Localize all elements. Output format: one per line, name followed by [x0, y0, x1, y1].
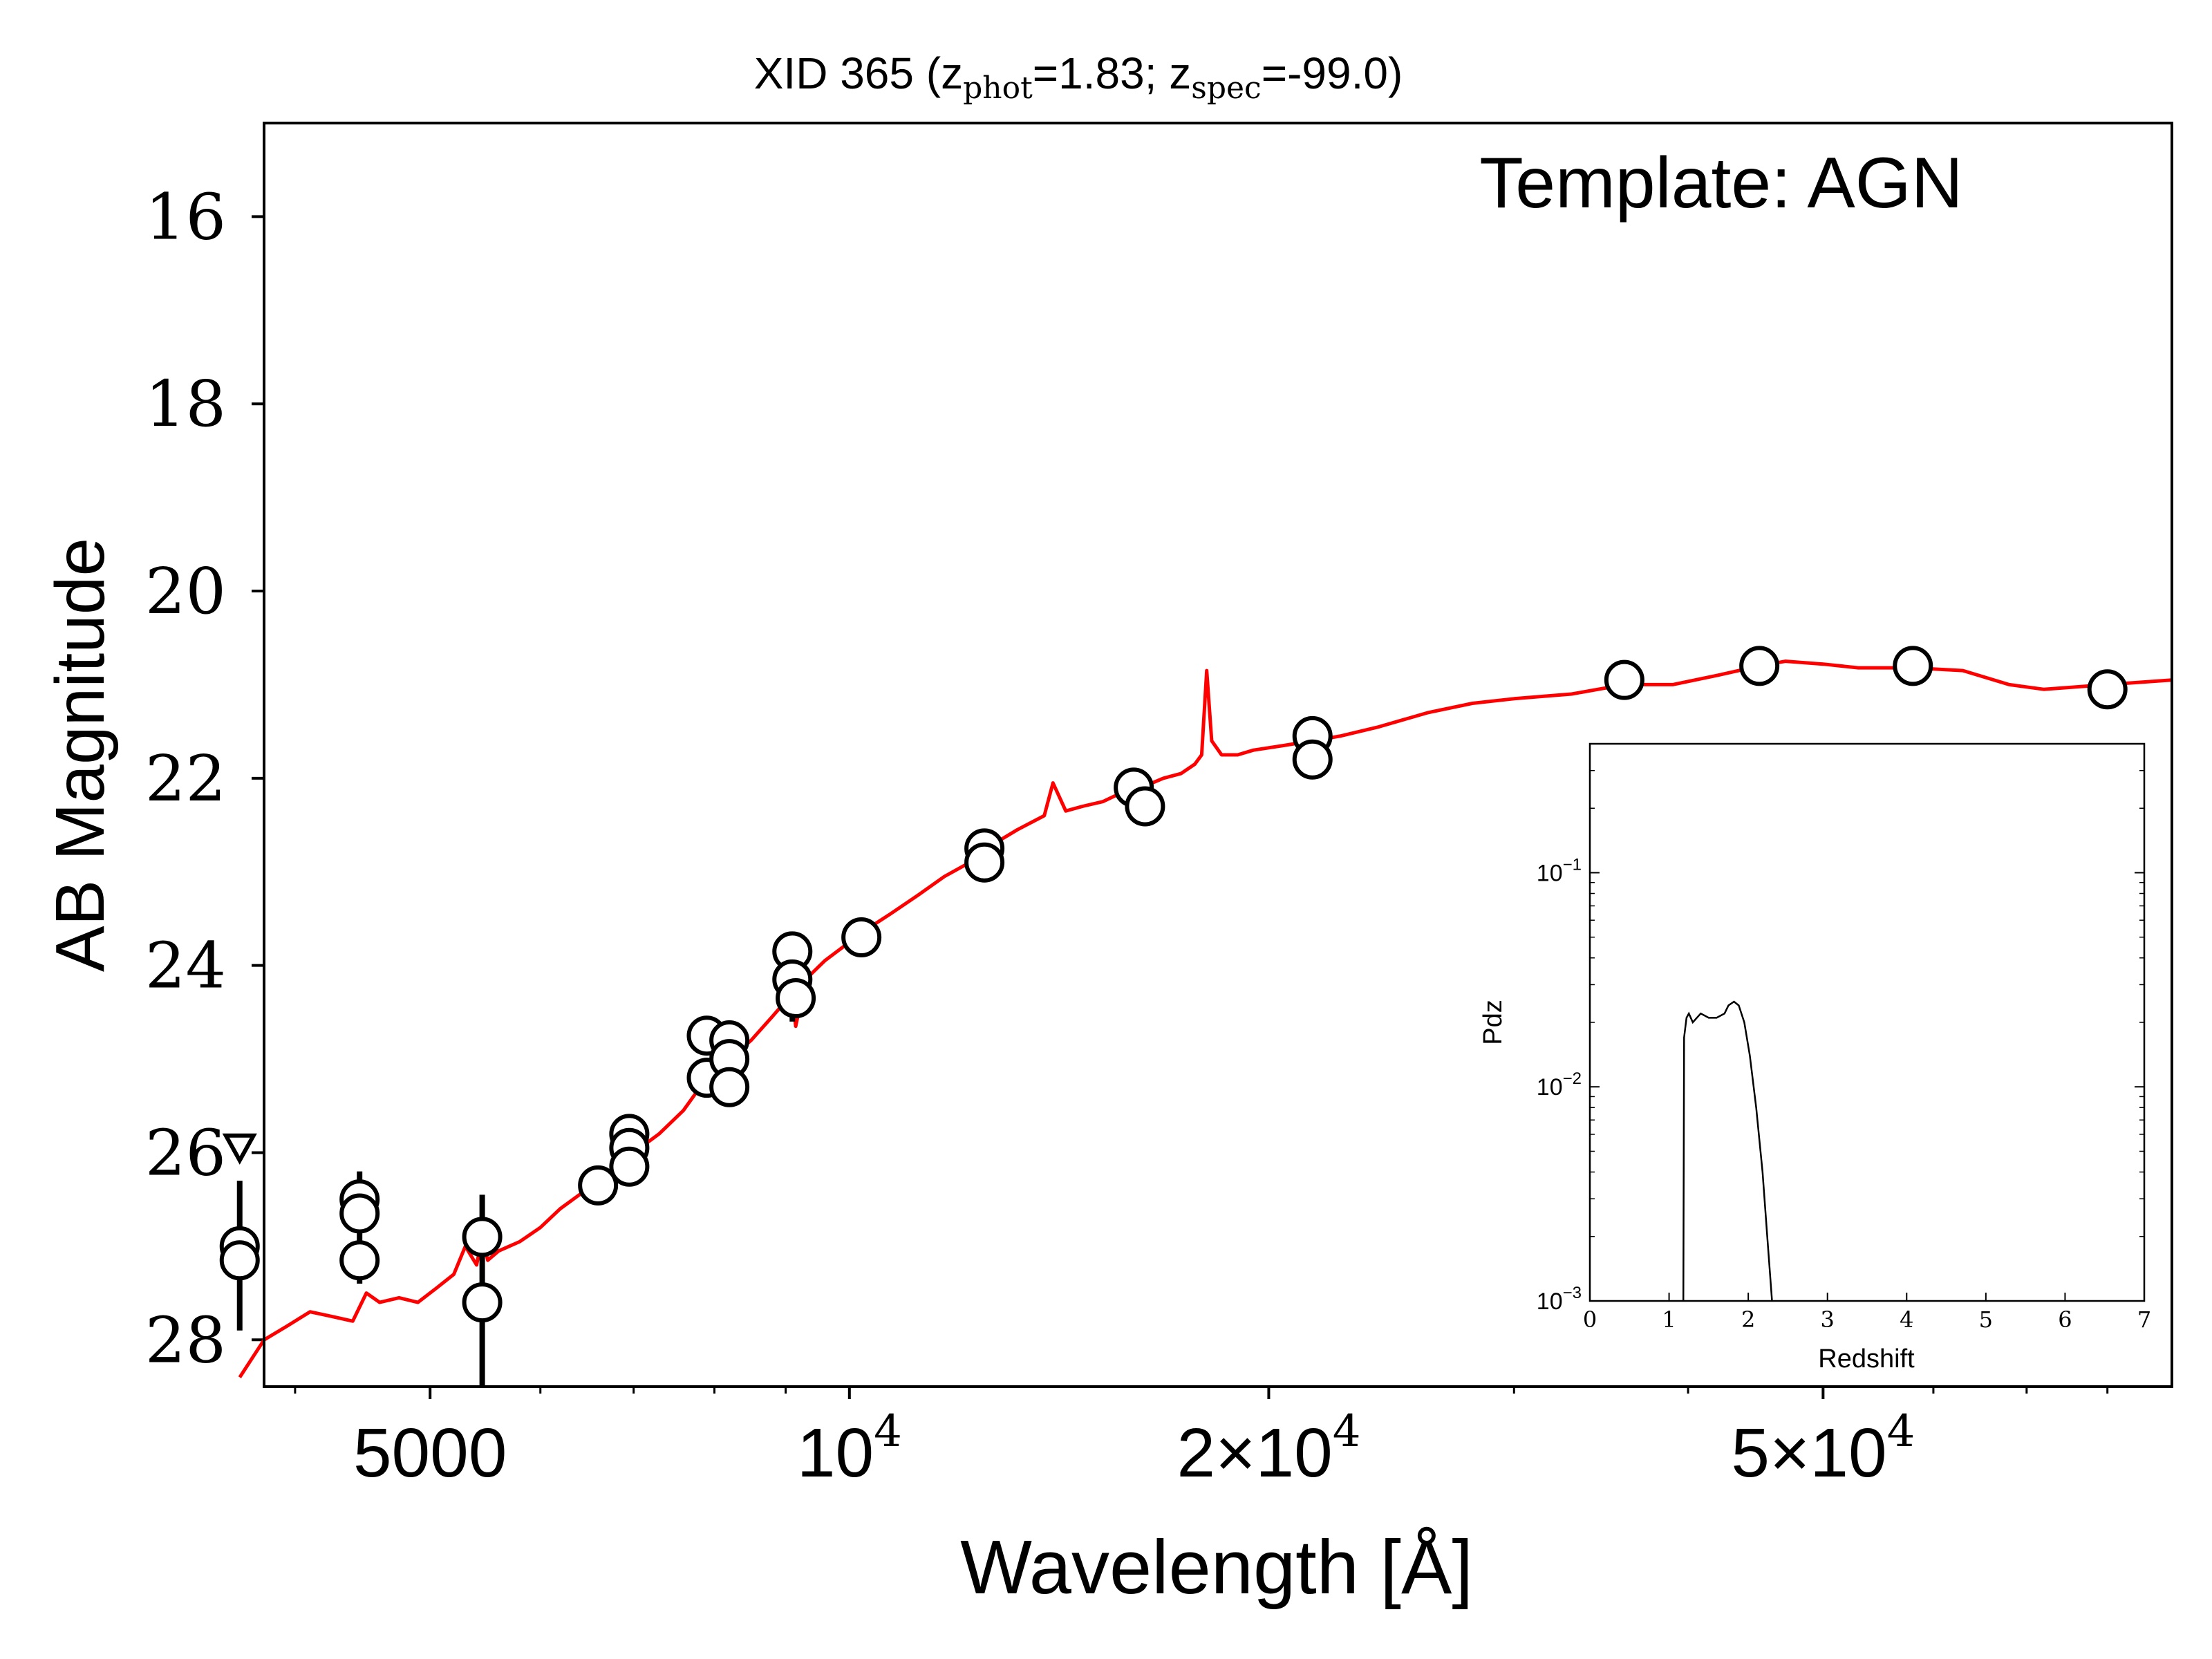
- inset-x-tick-label: 4: [1900, 1306, 1913, 1333]
- inset-y-tick-base: 10: [1537, 1288, 1563, 1315]
- y-tick-label: 22: [145, 742, 226, 816]
- photometry-point: [1739, 646, 1780, 686]
- x-tick-label-mantissa: 2×: [1177, 1414, 1255, 1492]
- x-tick-label-base: 5000: [353, 1414, 507, 1492]
- x-tick-label-base: 10: [797, 1414, 874, 1492]
- y-tick-label: 16: [145, 180, 226, 254]
- photometry-point: [709, 1067, 750, 1107]
- photometry-point: [964, 842, 1005, 883]
- inset-y-tick-label: 10−2: [1537, 1069, 1582, 1100]
- inset-x-tick-label: 0: [1583, 1306, 1597, 1333]
- x-tick-label: 5000: [353, 1414, 507, 1492]
- title-spec-value: =-99.0): [1262, 48, 1403, 98]
- photometry-point: [1292, 739, 1333, 780]
- inset-x-tick-label: 3: [1821, 1306, 1835, 1333]
- pdz-line: [1682, 1000, 1773, 1302]
- template-annotation: Template: AGN: [1479, 143, 1962, 223]
- photometry-point: [841, 917, 882, 958]
- inset-axis-ticks: 0 1 2 3 4 5 6 710−110−210−3: [1537, 769, 2151, 1333]
- x-tick-label-base: 10: [1810, 1414, 1886, 1492]
- photometry-point: [339, 1193, 380, 1234]
- photometry-point: [2087, 669, 2128, 710]
- inset-y-tick-exponent: −2: [1563, 1069, 1582, 1088]
- photometry-point: [609, 1146, 650, 1187]
- x-tick-label-mantissa: 5×: [1731, 1414, 1810, 1492]
- inset-x-tick-label: 7: [2137, 1306, 2151, 1333]
- photometry-point: [578, 1165, 619, 1206]
- photometry-point: [1125, 786, 1165, 827]
- photometry-point: [1604, 659, 1644, 700]
- inset-x-tick-label: 6: [2058, 1306, 2072, 1333]
- photometry-point: [462, 1217, 503, 1257]
- x-tick-label: 104: [797, 1406, 902, 1492]
- photometry-point: [339, 1240, 380, 1281]
- y-tick-label: 18: [145, 367, 226, 441]
- x-axis-label: Wavelength [Å]: [960, 1525, 1473, 1610]
- inset-x-axis-label: Redshift: [1818, 1344, 1915, 1374]
- inset-y-tick-base: 10: [1537, 1074, 1563, 1100]
- x-tick-label-exponent: 4: [1333, 1406, 1361, 1457]
- inset-y-tick-exponent: −1: [1563, 855, 1582, 874]
- inset-y-tick-label: 10−3: [1537, 1284, 1582, 1315]
- photometry-point: [219, 1240, 260, 1281]
- photometry-point: [776, 978, 816, 1019]
- inset-y-tick-label: 10−1: [1537, 855, 1582, 886]
- x-tick-label-base: 10: [1255, 1414, 1332, 1492]
- inset-x-tick-label: 5: [1979, 1306, 1993, 1333]
- photometry-point: [462, 1282, 503, 1323]
- y-axis-label: AB Magnitude: [41, 538, 119, 972]
- inset-pdz-curve: [1682, 1000, 1773, 1302]
- inset-y-tick-base: 10: [1537, 860, 1563, 886]
- inset-y-axis-label: Pdz: [1479, 1000, 1508, 1044]
- title-phot-subscript: phot: [963, 71, 1033, 106]
- inset-plot-frame: [1588, 742, 2146, 1302]
- x-tick-label-exponent: 4: [874, 1406, 902, 1457]
- inset-y-tick-exponent: −3: [1563, 1284, 1582, 1302]
- chart-title: XID 365 (zphot=1.83; zspec=-99.0): [754, 48, 1403, 106]
- title-phot-value: =1.83; z: [1033, 48, 1192, 98]
- photometry-point: [1893, 646, 1933, 686]
- y-tick-label: 26: [145, 1116, 226, 1190]
- title-prefix: XID 365 (z: [754, 48, 963, 98]
- x-tick-label-exponent: 4: [1887, 1406, 1915, 1457]
- photometry-points: [219, 646, 2128, 1387]
- inset-x-tick-label: 1: [1662, 1306, 1676, 1333]
- x-tick-label: 5×104: [1731, 1406, 1915, 1492]
- y-tick-label: 20: [145, 554, 226, 628]
- inset-x-tick-label: 2: [1741, 1306, 1755, 1333]
- upper-limit-marker: [222, 1133, 257, 1165]
- y-tick-label: 24: [145, 929, 226, 1003]
- main-plot-frame: [263, 122, 2173, 1388]
- x-tick-label: 2×104: [1177, 1406, 1360, 1492]
- y-tick-label: 28: [145, 1303, 226, 1377]
- inset-background: [1470, 723, 2168, 1384]
- title-spec-subscript: spec: [1191, 71, 1261, 106]
